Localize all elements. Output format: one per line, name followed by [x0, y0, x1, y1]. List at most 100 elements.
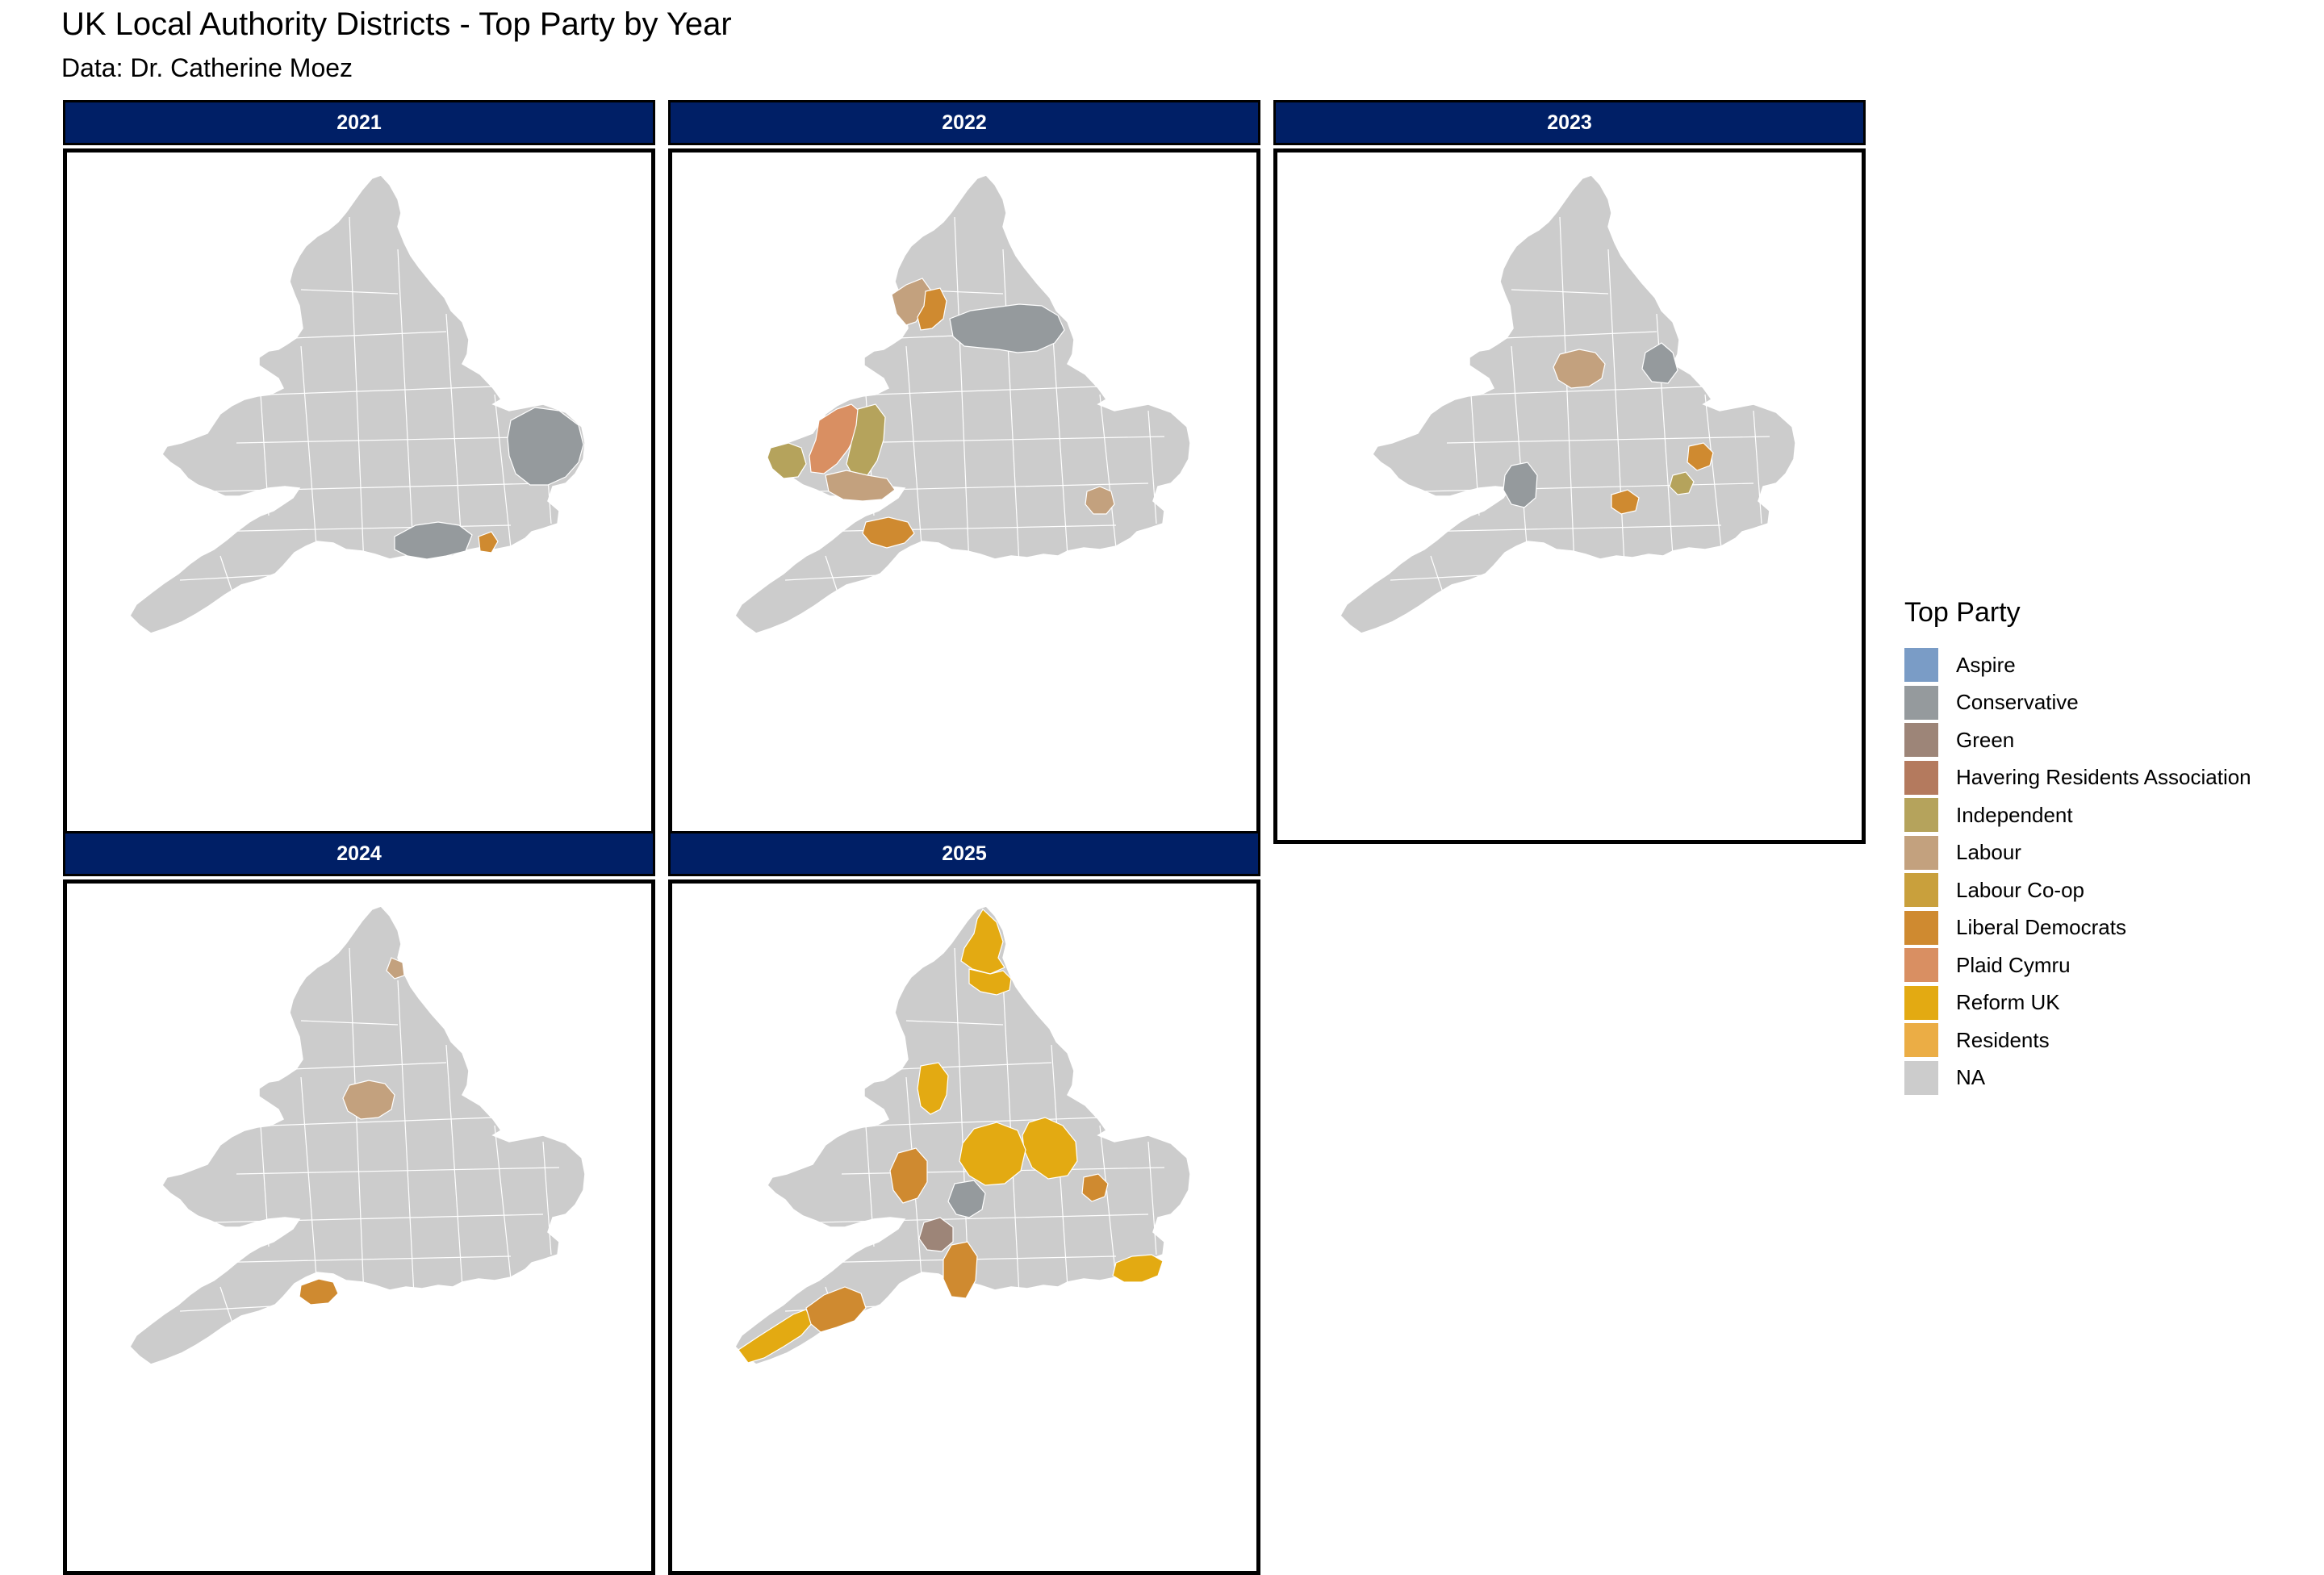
district-boundary [268, 386, 495, 395]
district-boundary [179, 1302, 334, 1312]
legend-swatch [1904, 1060, 1938, 1095]
legend-label: Plaid Cymru [1956, 952, 2071, 977]
district-region[interactable] [1641, 342, 1678, 384]
legend-item: Liberal Democrats [1904, 909, 2251, 947]
district-boundary [873, 1117, 1101, 1126]
district-boundary [1414, 524, 1722, 533]
district-region[interactable] [862, 516, 915, 549]
district-boundary [1147, 410, 1157, 524]
district-region[interactable] [917, 1062, 949, 1115]
map-2024 [63, 879, 655, 1575]
district-region[interactable] [918, 1217, 954, 1252]
district-boundary [1002, 249, 1020, 565]
legend: Top Party Aspire Conservative Green Haverin… [1904, 597, 2251, 1097]
district-region[interactable] [507, 407, 584, 486]
map-2023 [1273, 148, 1866, 844]
district-region[interactable] [809, 403, 863, 474]
panel-header-2022: 2022 [668, 100, 1260, 145]
district-region[interactable] [1085, 486, 1115, 515]
district-boundary [905, 1020, 1004, 1026]
legend-item: Labour [1904, 834, 2251, 872]
district-region[interactable] [1611, 489, 1640, 515]
district-boundary [349, 947, 366, 1336]
legend-item: Havering Residents Association [1904, 759, 2251, 797]
legend-label: Liberal Democrats [1956, 915, 2126, 940]
district-boundary [1559, 216, 1577, 605]
district-region[interactable] [917, 287, 947, 331]
district-region[interactable] [889, 1147, 928, 1204]
legend-item: Green [1904, 721, 2251, 759]
district-boundary [1470, 394, 1480, 516]
district-region[interactable] [342, 1080, 395, 1120]
district-boundary [397, 980, 415, 1296]
district-region[interactable] [1553, 349, 1606, 389]
district-boundary [1099, 394, 1117, 549]
district-boundary [1051, 313, 1068, 557]
choropleth-map [129, 905, 586, 1365]
district-boundary [1446, 436, 1770, 444]
legend-swatch [1904, 910, 1938, 945]
district-region[interactable] [949, 303, 1065, 353]
district-boundary [300, 289, 399, 295]
page-title: UK Local Authority Districts - Top Party… [61, 6, 732, 42]
district-boundary [494, 394, 512, 549]
legend-swatch [1904, 760, 1938, 795]
district-region[interactable] [943, 1241, 978, 1299]
legend-swatch [1904, 948, 1938, 983]
district-region[interactable] [968, 968, 1012, 996]
district-region[interactable] [947, 1180, 986, 1218]
legend-item: Conservative [1904, 684, 2251, 722]
district-boundary [445, 1044, 463, 1288]
choropleth-map [734, 905, 1191, 1365]
district-region[interactable] [1112, 1254, 1164, 1283]
district-region[interactable] [478, 531, 499, 554]
district-boundary [292, 331, 447, 339]
legend-item: Labour Co-op [1904, 871, 2251, 909]
legend-swatch [1904, 798, 1938, 833]
district-boundary [1099, 1125, 1117, 1280]
legend-swatch [1904, 985, 1938, 1020]
legend-label: NA [1956, 1065, 1986, 1090]
district-boundary [1147, 1141, 1157, 1255]
district-boundary [268, 1117, 495, 1126]
district-boundary [445, 313, 463, 557]
district-region[interactable] [805, 1286, 867, 1333]
legend-label: Green [1956, 727, 2015, 752]
map-panel-2022: 2022 [668, 100, 1260, 844]
map-2022 [668, 148, 1260, 844]
district-boundary [1430, 555, 1448, 605]
panel-header-2021: 2021 [63, 100, 655, 145]
district-region[interactable] [1081, 1173, 1109, 1202]
page-subtitle: Data: Dr. Catherine Moez [61, 53, 353, 82]
map-2025 [668, 879, 1260, 1575]
district-region[interactable] [1669, 471, 1695, 495]
panel-header-2025: 2025 [668, 831, 1260, 876]
map-2021 [63, 148, 655, 844]
district-boundary [236, 436, 560, 444]
legend-swatch [1904, 685, 1938, 720]
district-boundary [236, 1167, 560, 1175]
district-region[interactable] [386, 957, 405, 980]
district-boundary [865, 1125, 875, 1247]
legend-swatch [1904, 648, 1938, 683]
legend-item: Independent [1904, 796, 2251, 834]
choropleth-map [129, 174, 586, 634]
district-boundary [1511, 345, 1528, 557]
district-region[interactable] [299, 1278, 339, 1306]
panel-header-2023: 2023 [1273, 100, 1866, 145]
map-panel-2021: 2021 [63, 100, 655, 844]
panel-header-2024: 2024 [63, 831, 655, 876]
legend-item: Aspire [1904, 646, 2251, 684]
legend-label: Labour Co-op [1956, 877, 2084, 902]
legend-label: Conservative [1956, 690, 2079, 715]
district-boundary [300, 1076, 318, 1288]
district-region[interactable] [959, 1122, 1026, 1186]
legend-item: Plaid Cymru [1904, 946, 2251, 984]
district-region[interactable] [825, 470, 896, 502]
district-region[interactable] [1503, 462, 1538, 508]
district-region[interactable] [767, 442, 807, 479]
district-region[interactable] [394, 521, 473, 560]
district-boundary [954, 216, 972, 605]
district-boundary [219, 555, 237, 605]
district-region[interactable] [1687, 442, 1714, 471]
